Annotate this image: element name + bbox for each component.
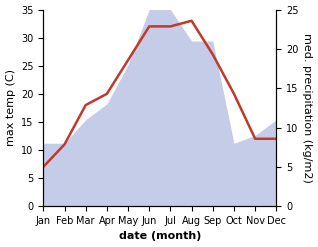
X-axis label: date (month): date (month) xyxy=(119,231,201,242)
Y-axis label: max temp (C): max temp (C) xyxy=(5,69,16,146)
Y-axis label: med. precipitation (kg/m2): med. precipitation (kg/m2) xyxy=(302,33,313,183)
